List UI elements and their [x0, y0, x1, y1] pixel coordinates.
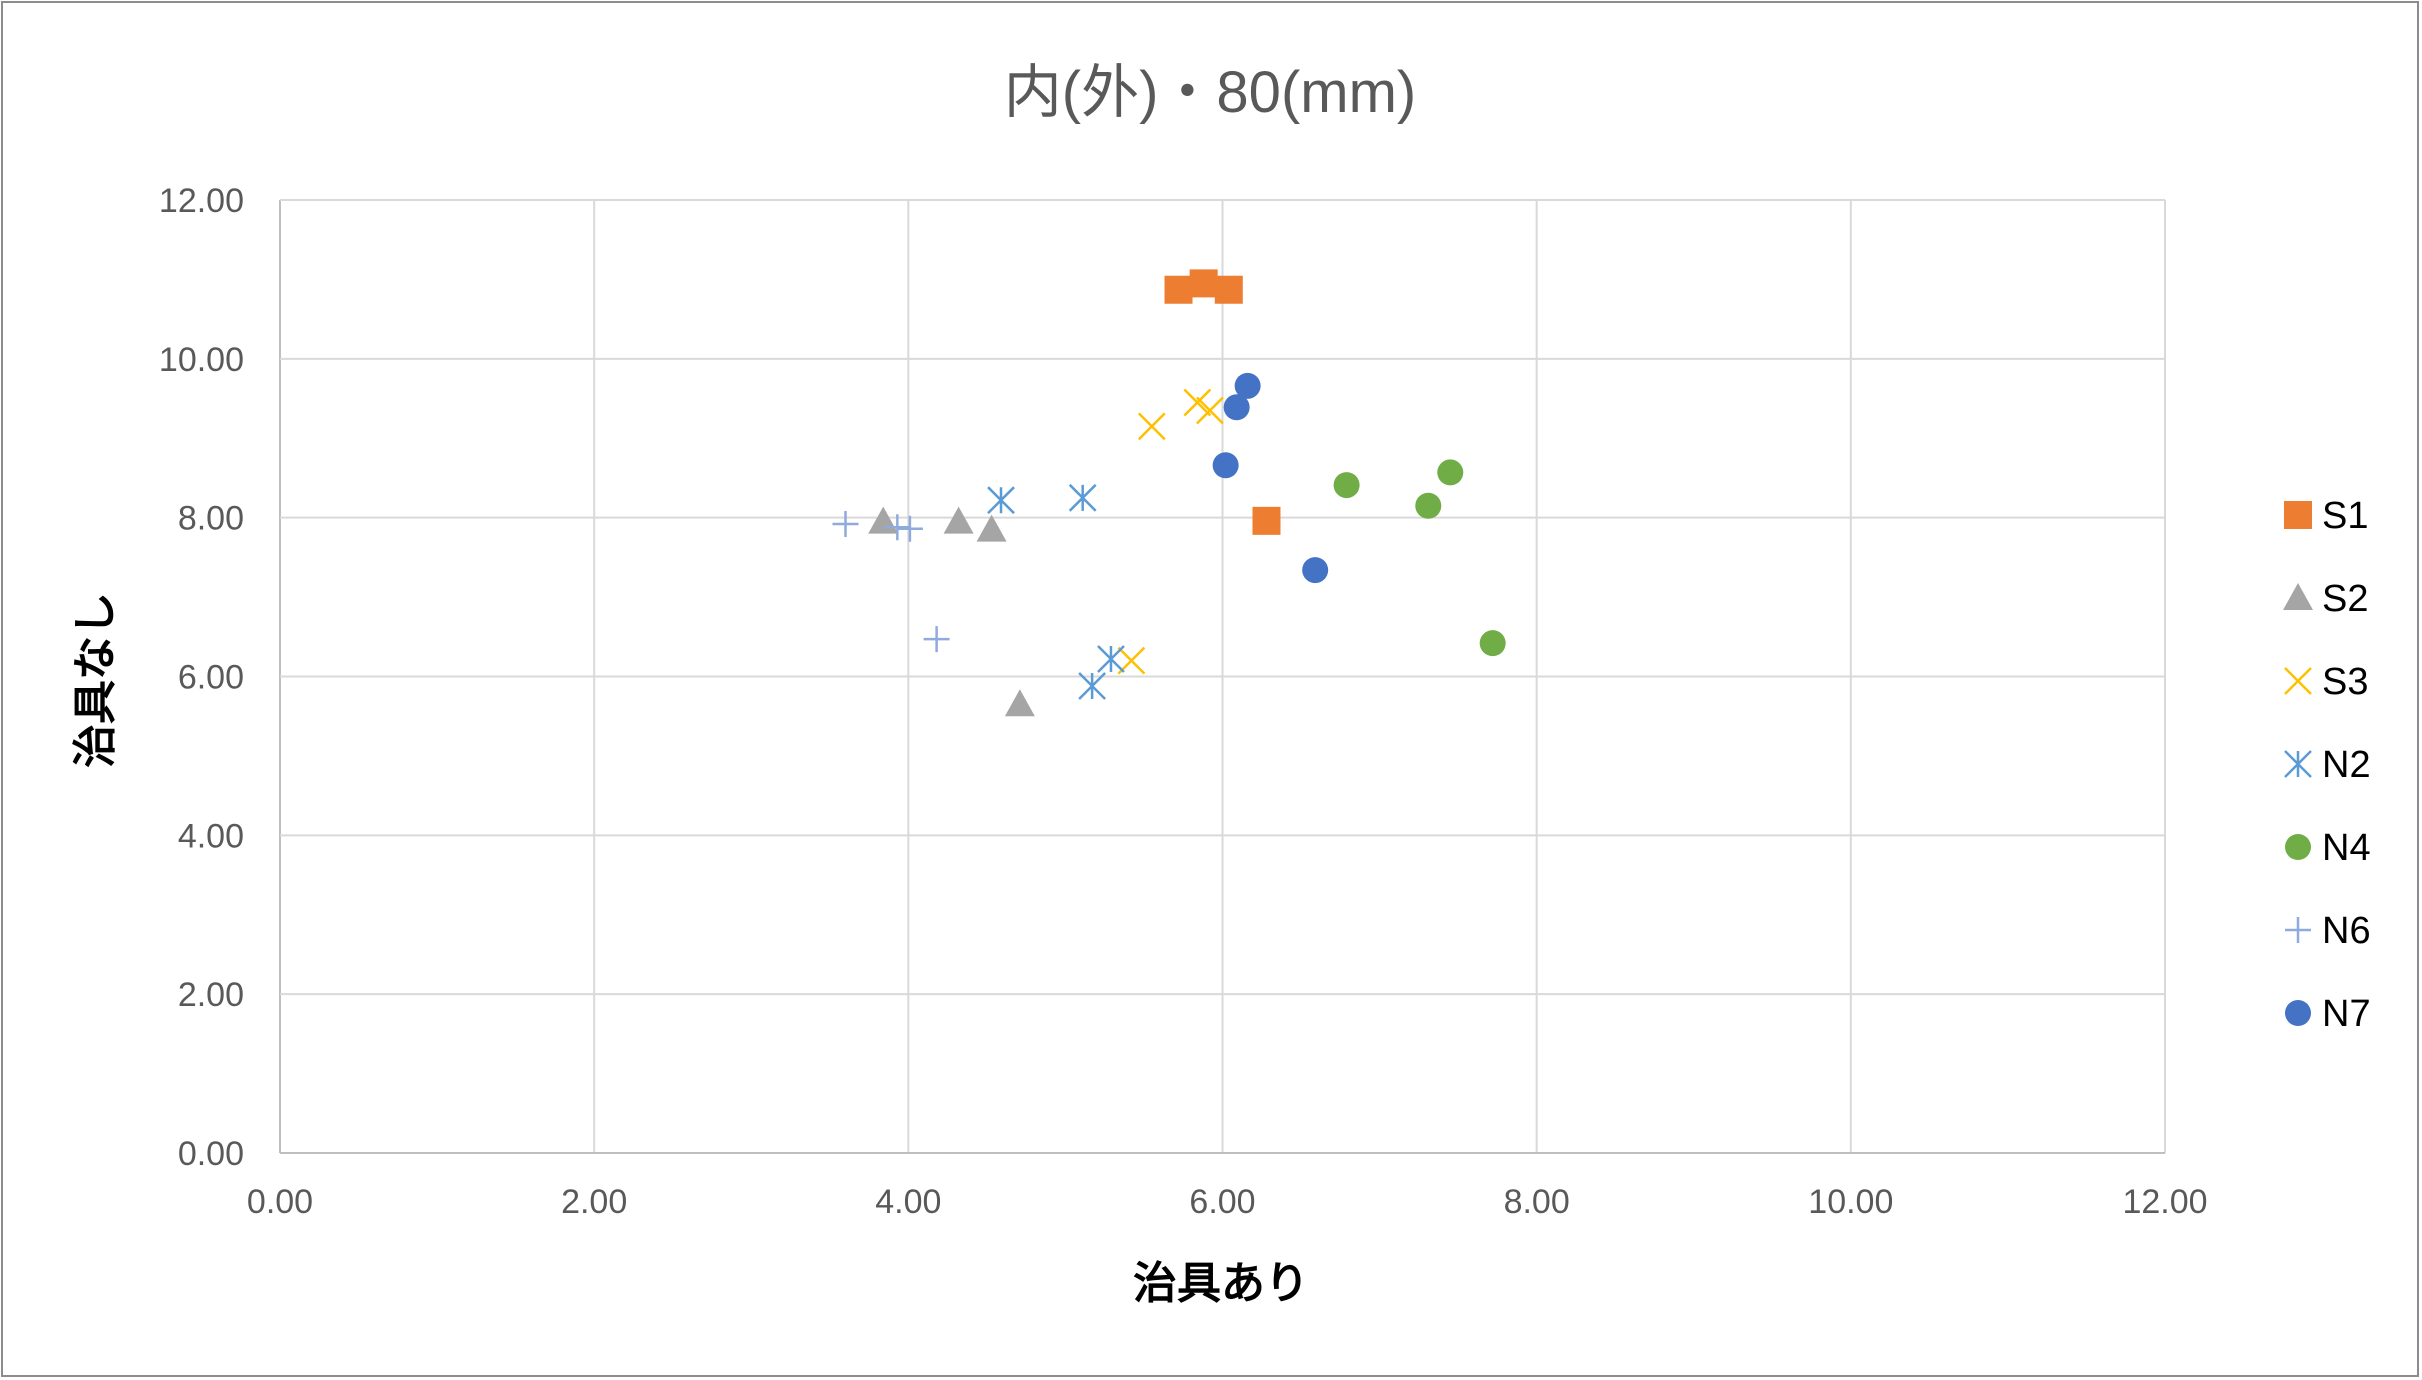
data-point-s2 — [943, 506, 974, 534]
legend-item-n7: N7 — [2285, 993, 2371, 1035]
x-axis-ticks: 0.00 2.00 4.00 6.00 8.00 10.00 12.00 — [247, 1183, 2208, 1221]
chart-title: 内(外)・80(mm) — [1004, 60, 1416, 125]
x-axis-title: 治具あり — [1133, 1258, 1309, 1309]
legend-label: N2 — [2322, 744, 2371, 786]
legend-marker-n4 — [2285, 834, 2311, 860]
series-n6 — [832, 511, 950, 653]
legend-marker-n2 — [2284, 750, 2312, 778]
x-tick-label: 12.00 — [2122, 1183, 2207, 1221]
data-point-s1 — [1164, 275, 1193, 304]
data-point-n7 — [1223, 394, 1250, 421]
data-point-n6 — [896, 515, 923, 542]
x-tick-label: 8.00 — [1504, 1183, 1570, 1221]
data-points — [832, 269, 1506, 717]
legend-item-n2: N2 — [2284, 744, 2371, 786]
data-point-n6 — [923, 626, 950, 653]
legend-marker-n6 — [2285, 917, 2311, 943]
data-point-n4 — [1479, 630, 1506, 657]
grid — [279, 199, 2166, 1154]
legend-item-n4: N4 — [2285, 827, 2371, 869]
x-tick-label: 0.00 — [247, 1183, 313, 1221]
data-point-s3 — [1196, 396, 1224, 425]
series-n7 — [1212, 372, 1329, 584]
data-point-s1 — [1252, 506, 1281, 535]
y-tick-label: 12.00 — [159, 182, 244, 220]
data-point-n7 — [1302, 557, 1329, 584]
data-point-s3 — [1137, 412, 1166, 441]
data-point-s1 — [1214, 275, 1243, 304]
x-tick-label: 6.00 — [1189, 1183, 1255, 1221]
data-point-n2 — [1097, 645, 1125, 673]
data-point-s2 — [868, 506, 899, 534]
x-tick-label: 2.00 — [561, 1183, 627, 1221]
data-point-n7 — [1234, 372, 1261, 399]
legend-item-s1: S1 — [2284, 495, 2368, 537]
y-tick-label: 8.00 — [178, 500, 244, 538]
legend-label: N6 — [2322, 910, 2371, 952]
data-point-n4 — [1415, 492, 1442, 519]
legend-marker-n7 — [2285, 1000, 2311, 1026]
data-point-n6 — [832, 511, 859, 538]
legend-label: N7 — [2322, 993, 2371, 1035]
y-tick-label: 10.00 — [159, 341, 244, 379]
legend-label: S3 — [2322, 661, 2368, 703]
data-point-n2 — [987, 486, 1015, 515]
series-s3 — [1117, 388, 1224, 675]
y-tick-label: 2.00 — [178, 976, 244, 1014]
y-tick-label: 6.00 — [178, 659, 244, 697]
data-point-n4 — [1333, 472, 1360, 499]
data-point-s2 — [976, 514, 1007, 542]
legend-marker-s1 — [2284, 501, 2312, 529]
data-point-n4 — [1437, 459, 1464, 486]
x-tick-label: 4.00 — [875, 1183, 941, 1221]
series-n4 — [1333, 459, 1506, 657]
y-tick-label: 0.00 — [178, 1135, 244, 1173]
legend-label: N4 — [2322, 827, 2371, 869]
data-point-n2 — [1068, 483, 1097, 512]
legend-item-n6: N6 — [2285, 910, 2371, 952]
data-point-s2 — [1004, 689, 1035, 717]
legend-item-s3: S3 — [2284, 661, 2368, 703]
legend-label: S1 — [2322, 495, 2368, 537]
data-point-s1 — [1189, 269, 1218, 298]
y-axis-ticks: 0.00 2.00 4.00 6.00 8.00 10.00 12.00 — [159, 182, 244, 1173]
data-point-s3 — [1183, 388, 1212, 417]
data-point-n6 — [884, 514, 911, 541]
legend-item-s2: S2 — [2283, 578, 2368, 620]
series-n2 — [987, 483, 1125, 700]
legend-marker-s2 — [2283, 583, 2313, 610]
data-point-n7 — [1212, 452, 1239, 479]
x-tick-label: 10.00 — [1808, 1183, 1893, 1221]
series-s1 — [1164, 269, 1281, 535]
legend-label: S2 — [2322, 578, 2368, 620]
y-tick-label: 4.00 — [178, 817, 244, 855]
data-point-n2 — [1078, 672, 1107, 700]
legend: S1 S2 S3 N2 N4 N6 N7 — [2283, 495, 2371, 1035]
series-s2 — [868, 506, 1035, 717]
legend-marker-s3 — [2284, 667, 2312, 695]
y-axis-title: 治具なし — [70, 592, 121, 768]
